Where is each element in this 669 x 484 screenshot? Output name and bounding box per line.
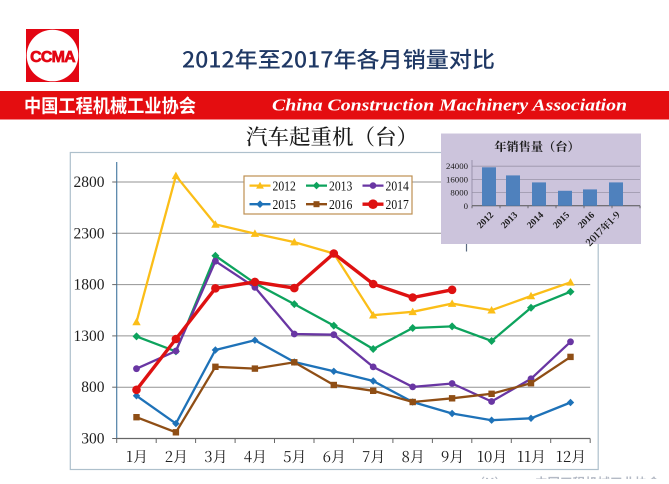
svg-text:2014: 2014 <box>386 180 409 195</box>
svg-text:2013: 2013 <box>329 180 352 195</box>
svg-text:China Construction Machinery A: China Construction Machinery Association <box>272 96 627 115</box>
svg-text:24000: 24000 <box>446 161 469 171</box>
svg-text:1300: 1300 <box>74 328 105 345</box>
svg-text:2017: 2017 <box>386 198 409 213</box>
svg-text:300: 300 <box>81 431 105 448</box>
svg-text:16000: 16000 <box>446 174 469 184</box>
svg-text:1800: 1800 <box>74 277 105 294</box>
svg-text:CCMA: CCMA <box>30 49 76 66</box>
svg-text:2300: 2300 <box>74 225 105 242</box>
svg-text:800: 800 <box>81 379 105 396</box>
svg-text:2800: 2800 <box>74 174 105 191</box>
svg-text:2016: 2016 <box>329 198 352 213</box>
svg-text:8000: 8000 <box>450 188 468 198</box>
svg-text:2012: 2012 <box>273 180 296 195</box>
svg-text:2015: 2015 <box>273 198 296 213</box>
svg-text:0: 0 <box>464 201 469 211</box>
